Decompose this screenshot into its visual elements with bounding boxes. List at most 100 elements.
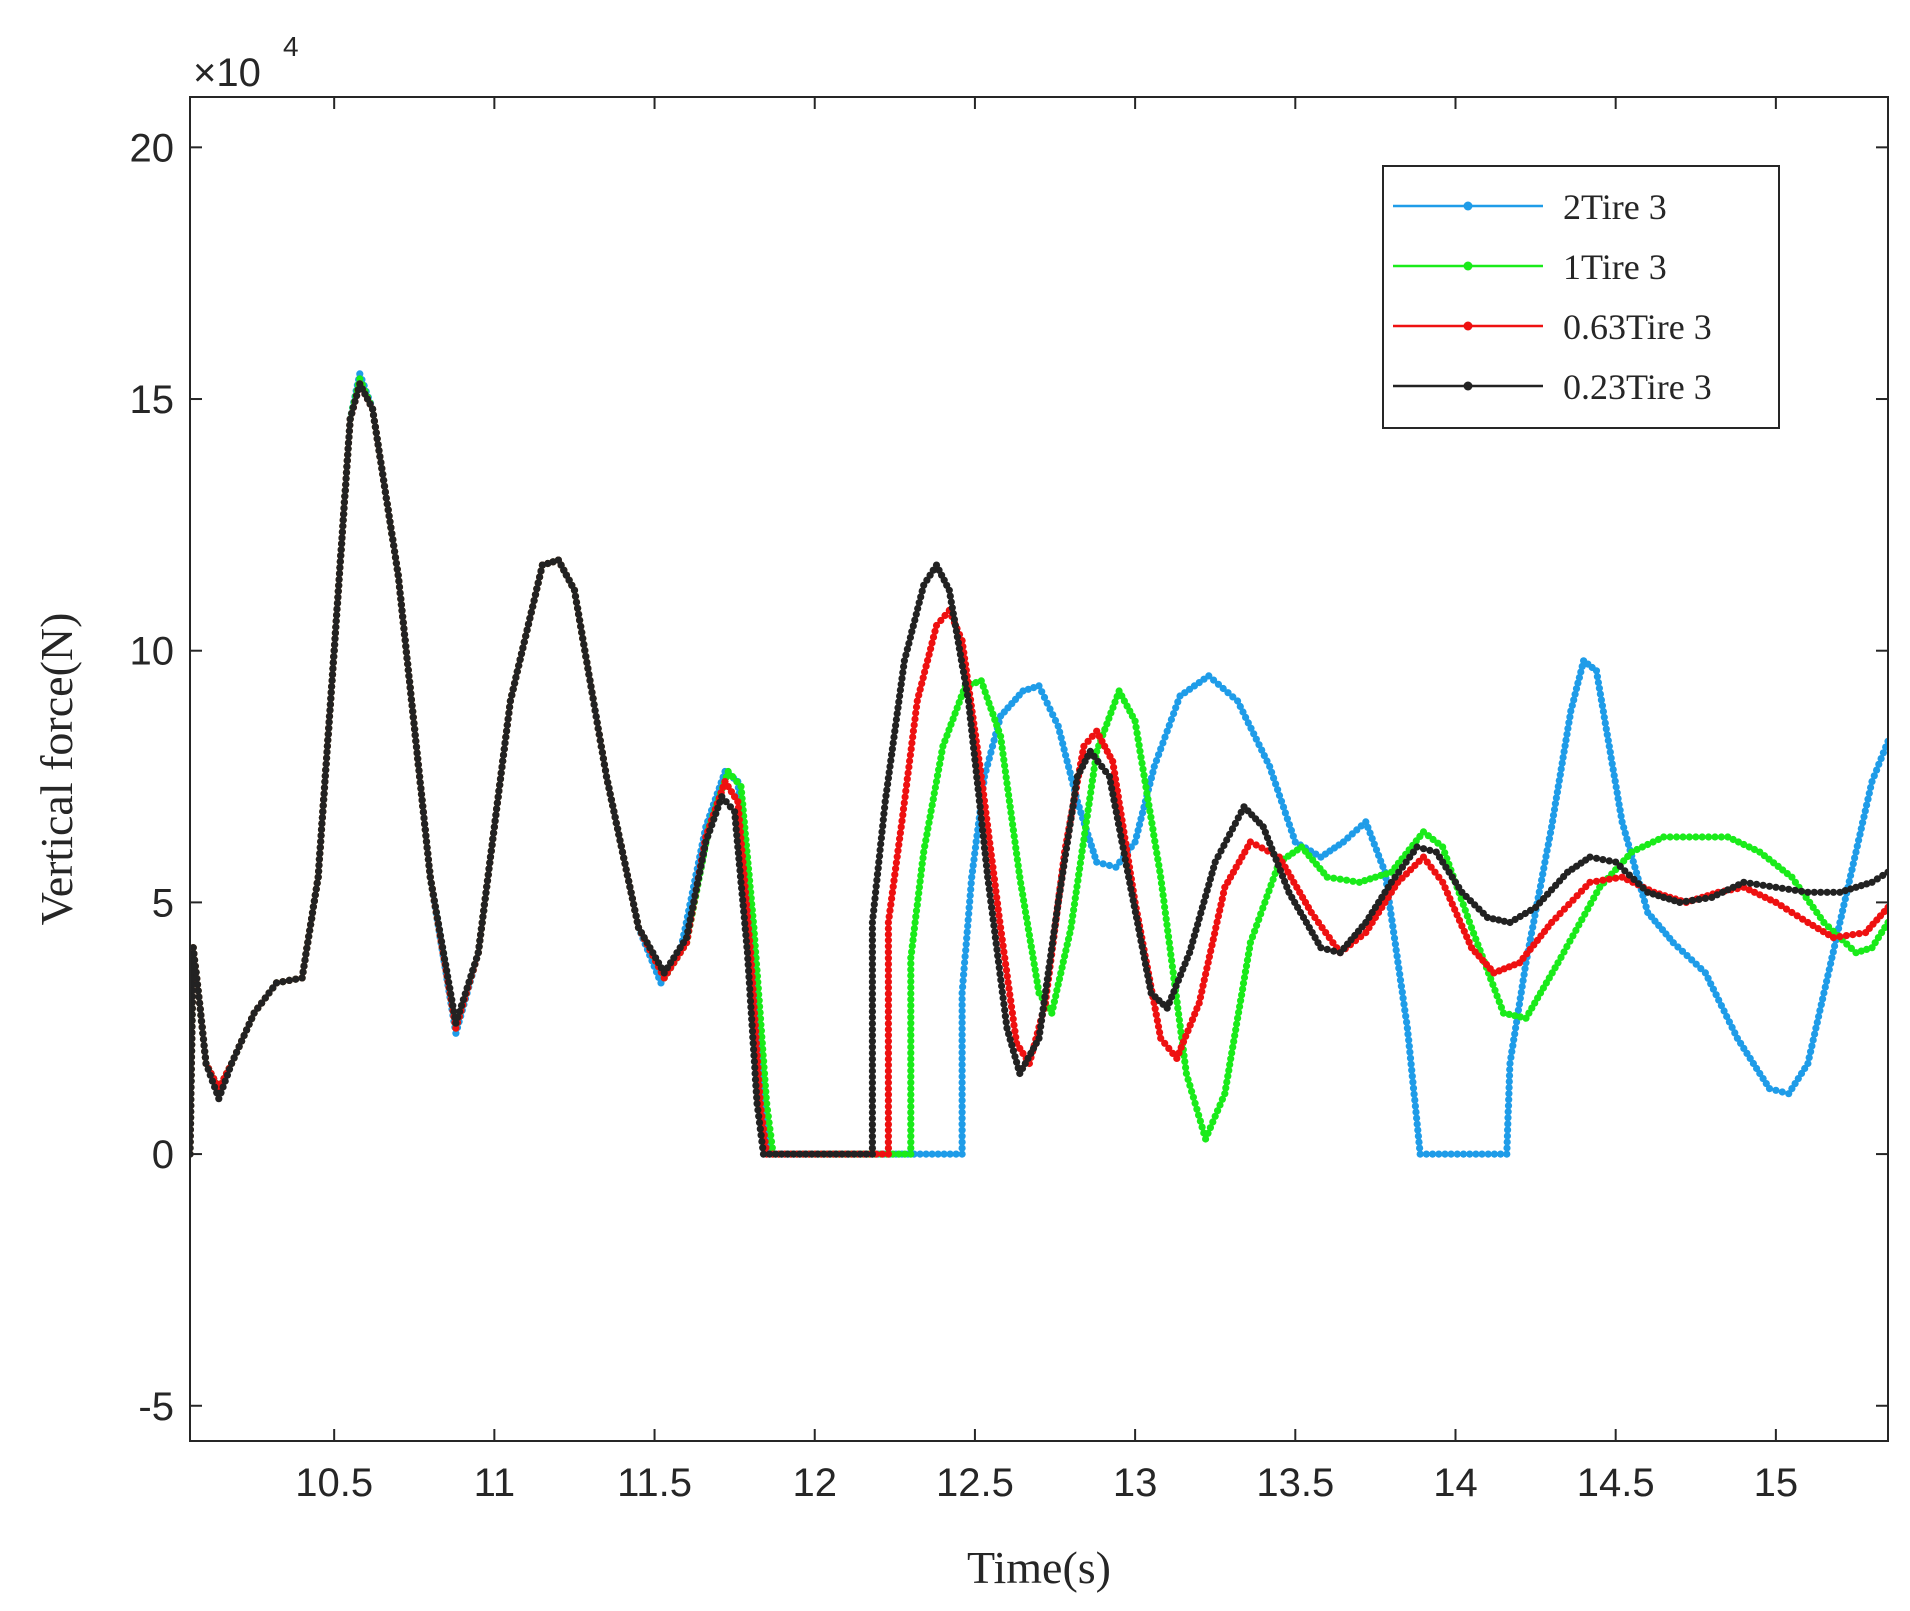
data-point bbox=[910, 924, 919, 933]
data-point bbox=[1052, 916, 1060, 924]
data-point bbox=[416, 773, 424, 781]
data-point bbox=[921, 842, 929, 850]
data-point bbox=[426, 867, 434, 875]
data-point bbox=[724, 767, 732, 776]
data-point bbox=[331, 629, 339, 637]
data-point bbox=[1466, 1150, 1474, 1158]
data-point bbox=[958, 1019, 966, 1027]
data-point bbox=[1811, 1030, 1819, 1038]
data-point bbox=[912, 703, 921, 711]
data-point bbox=[1107, 709, 1115, 717]
data-point bbox=[265, 989, 273, 997]
data-point bbox=[1507, 1053, 1515, 1062]
data-point bbox=[513, 667, 521, 676]
data-point bbox=[890, 877, 898, 885]
data-point bbox=[1044, 969, 1052, 977]
data-point bbox=[963, 928, 971, 936]
data-point bbox=[233, 1048, 241, 1056]
data-point bbox=[999, 942, 1007, 950]
data-point bbox=[1731, 1029, 1739, 1037]
data-point bbox=[1616, 806, 1624, 814]
data-point bbox=[1070, 906, 1078, 914]
data-point bbox=[993, 893, 1001, 902]
data-point bbox=[868, 1085, 877, 1093]
data-point bbox=[1045, 963, 1053, 972]
data-point bbox=[1105, 714, 1113, 723]
data-point bbox=[450, 1007, 458, 1016]
data-point bbox=[1400, 1000, 1408, 1008]
data-point bbox=[446, 984, 454, 992]
data-point bbox=[1114, 820, 1123, 828]
data-point bbox=[1202, 1135, 1210, 1143]
x-axis-title: Time(s) bbox=[967, 1542, 1111, 1593]
data-point bbox=[1640, 897, 1649, 905]
data-point bbox=[190, 998, 196, 1006]
data-point bbox=[1228, 825, 1237, 833]
data-point bbox=[1685, 833, 1693, 841]
data-point bbox=[1578, 916, 1586, 924]
data-point bbox=[1153, 1017, 1161, 1025]
data-point bbox=[796, 1150, 804, 1158]
data-point bbox=[1232, 1026, 1240, 1034]
data-point bbox=[432, 908, 440, 916]
data-point bbox=[1570, 696, 1578, 704]
data-point bbox=[1156, 867, 1164, 875]
data-point bbox=[922, 836, 930, 844]
data-point bbox=[884, 996, 893, 1004]
data-point bbox=[758, 1039, 766, 1047]
data-point bbox=[323, 754, 331, 762]
data-point bbox=[868, 1061, 877, 1069]
data-point bbox=[748, 1015, 756, 1023]
data-point bbox=[1131, 908, 1139, 916]
data-point bbox=[517, 650, 526, 658]
data-point bbox=[585, 670, 593, 679]
data-point bbox=[306, 926, 314, 935]
data-point bbox=[965, 703, 973, 711]
data-point bbox=[928, 639, 936, 647]
data-point bbox=[1231, 1032, 1239, 1040]
data-point bbox=[1135, 741, 1143, 749]
data-point bbox=[1660, 833, 1668, 841]
data-point bbox=[1873, 766, 1881, 774]
data-point bbox=[320, 784, 329, 792]
data-point bbox=[380, 482, 389, 490]
data-point bbox=[1362, 818, 1370, 826]
data-point bbox=[390, 541, 398, 550]
data-point bbox=[884, 960, 893, 968]
data-point bbox=[1148, 819, 1156, 827]
data-point bbox=[884, 1091, 893, 1099]
data-point bbox=[467, 972, 475, 980]
data-point bbox=[907, 1108, 915, 1116]
data-point bbox=[1151, 1005, 1159, 1013]
data-point bbox=[987, 897, 995, 906]
data-point bbox=[1717, 1002, 1725, 1010]
data-point bbox=[946, 1150, 954, 1158]
data-point bbox=[1008, 1009, 1017, 1017]
data-point bbox=[1181, 1058, 1189, 1066]
data-point bbox=[369, 405, 377, 413]
data-point bbox=[630, 900, 638, 908]
data-point bbox=[309, 903, 317, 911]
data-point bbox=[964, 922, 972, 930]
data-point bbox=[1756, 1069, 1764, 1078]
data-point bbox=[1816, 913, 1824, 922]
data-point bbox=[1609, 766, 1617, 774]
data-point bbox=[1845, 877, 1853, 886]
x-tick-label: 12.5 bbox=[936, 1461, 1014, 1505]
data-point bbox=[868, 996, 877, 1004]
data-point bbox=[1211, 858, 1219, 866]
data-point bbox=[1265, 887, 1273, 895]
data-point bbox=[332, 617, 340, 625]
data-point bbox=[991, 716, 999, 724]
data-point bbox=[1063, 757, 1071, 765]
data-point bbox=[498, 763, 506, 771]
data-point bbox=[396, 589, 404, 597]
data-point bbox=[756, 1015, 765, 1023]
data-point bbox=[600, 760, 609, 769]
data-point bbox=[1336, 875, 1344, 883]
data-point bbox=[768, 1144, 776, 1152]
data-point bbox=[1270, 850, 1278, 858]
data-point bbox=[1467, 924, 1476, 932]
data-point bbox=[319, 808, 327, 816]
data-point bbox=[436, 932, 445, 940]
